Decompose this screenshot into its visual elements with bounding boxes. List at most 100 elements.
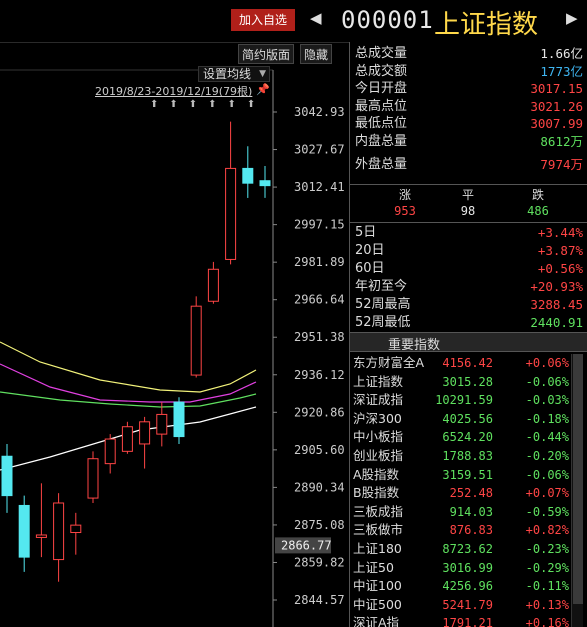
stat-row: 今日开盘 3017.15 xyxy=(355,80,583,98)
index-name: 三板做市 xyxy=(353,522,404,538)
index-price: 10291.59 xyxy=(435,393,493,408)
period-value: +0.56% xyxy=(537,261,583,276)
candle-body xyxy=(35,534,47,538)
top-bar: 加入自选 ◀ 000001 上证指数 ▶ xyxy=(0,0,587,42)
index-row[interactable]: A股指数 3159.51 -0.06% xyxy=(353,466,569,485)
candle-body xyxy=(173,401,185,438)
index-row[interactable]: 深证成指 10291.59 -0.03% xyxy=(353,391,569,410)
index-price: 876.83 xyxy=(449,523,493,538)
index-row[interactable]: 上证50 3016.99 -0.29% xyxy=(353,559,569,578)
index-row[interactable]: 中证100 4256.96 -0.11% xyxy=(353,577,569,596)
price-tick-label: 2966.64 xyxy=(294,293,345,307)
index-row[interactable]: 深证A指 1791.21 +0.16% xyxy=(353,614,569,627)
index-price: 8723.62 xyxy=(442,542,493,556)
index-name: 沪深300 xyxy=(353,410,402,426)
index-row[interactable]: B股指数 252.48 +0.07% xyxy=(353,484,569,503)
stat-label: 总成交额 xyxy=(355,63,408,79)
period-row: 20日 +3.87% xyxy=(355,242,583,260)
index-change: -0.06% xyxy=(525,374,569,389)
index-price: 5241.79 xyxy=(442,597,493,612)
index-change: +0.06% xyxy=(525,356,569,370)
index-row[interactable]: 创业板指 1788.83 -0.20% xyxy=(353,447,569,466)
next-stock-icon[interactable]: ▶ xyxy=(566,9,578,27)
period-label: 年初至今 xyxy=(355,279,408,294)
advance-header: 涨 xyxy=(398,188,411,202)
index-name: 上证指数 xyxy=(353,373,404,389)
index-price: 3159.51 xyxy=(442,467,493,482)
index-row[interactable]: 三板成指 914.03 -0.59% xyxy=(353,503,569,522)
kline-chart-area[interactable]: 3042.93 3027.67 3012.41 2997.15 2981.89 2966.… xyxy=(0,42,349,627)
index-row[interactable]: 中证500 5241.79 +0.13% xyxy=(353,596,569,615)
indices-header[interactable]: 重要指数 xyxy=(350,332,587,353)
index-row[interactable]: 三板做市 876.83 +0.82% xyxy=(353,521,569,540)
index-change: -0.59% xyxy=(525,504,569,519)
indices-title: 重要指数 xyxy=(388,338,441,353)
ma-line-20 xyxy=(0,363,257,403)
period-row: 52周最高 3288.45 xyxy=(355,296,583,314)
ma-line-10 xyxy=(0,341,257,393)
index-name: 上证180 xyxy=(353,541,402,556)
index-name: 中证100 xyxy=(353,578,402,594)
stat-value: 8612万 xyxy=(540,133,583,149)
index-name: 三板成指 xyxy=(353,503,404,519)
index-row[interactable]: 中小板指 6524.20 -0.44% xyxy=(353,428,569,447)
index-name: 中证500 xyxy=(353,596,402,612)
period-row: 52周最低 2440.91 xyxy=(355,314,583,332)
quote-panel: 总成交量 1.66亿 总成交额 1773亿 今日开盘 3017.15 最高点位 3021.26… xyxy=(349,42,587,627)
divider xyxy=(350,184,587,185)
index-price: 6524.20 xyxy=(442,430,493,445)
ma-setting-dropdown[interactable]: 设置均线 ▼ xyxy=(198,66,270,82)
current-price-label: 2866.77 xyxy=(281,538,332,552)
stock-name: 上证指数 xyxy=(434,10,539,40)
stat-row: 内盘总量 8612万 xyxy=(355,133,583,151)
index-change: -0.03% xyxy=(525,393,569,408)
stat-value: 3021.26 xyxy=(530,98,583,114)
hide-button[interactable]: 隐藏 xyxy=(300,44,333,64)
date-range-label[interactable]: 2019/8/23-2019/12/19(79根) xyxy=(95,85,253,98)
kline-chart[interactable]: 3042.93 3027.67 3012.41 2997.15 2981.89 2966.… xyxy=(0,42,349,627)
pin-icon[interactable]: 📌 xyxy=(256,83,270,96)
index-price: 4256.96 xyxy=(442,579,493,594)
add-to-watchlist-button[interactable]: 加入自选 xyxy=(231,9,295,31)
index-name: 中小板指 xyxy=(353,429,404,445)
divider xyxy=(350,222,587,223)
index-row[interactable]: 上证180 8723.62 -0.23% xyxy=(353,540,569,559)
stat-row: 最高点位 3021.26 xyxy=(355,98,583,116)
candle-body xyxy=(259,180,271,187)
previous-stock-icon[interactable]: ◀ xyxy=(310,9,322,27)
stat-value: 1773亿 xyxy=(540,63,583,79)
stat-row: 总成交额 1773亿 xyxy=(355,63,583,81)
index-name: B股指数 xyxy=(353,485,400,501)
period-row: 5日 +3.44% xyxy=(355,224,583,242)
simple-layout-button[interactable]: 简约版面 xyxy=(238,44,295,64)
period-row: 60日 +0.56% xyxy=(355,260,583,278)
price-tick-label: 2905.60 xyxy=(294,443,345,457)
index-change: -0.11% xyxy=(525,579,569,594)
index-row[interactable]: 上证指数 3015.28 -0.06% xyxy=(353,373,569,392)
current-price-box xyxy=(275,537,331,554)
price-tick-label: 2920.86 xyxy=(294,405,345,419)
decline-header: 跌 xyxy=(531,188,544,202)
index-change: -0.20% xyxy=(525,449,569,463)
price-tick-label: 3042.93 xyxy=(294,105,345,119)
stat-value: 1.66亿 xyxy=(540,46,583,61)
index-row[interactable]: 沪深300 4025.56 -0.18% xyxy=(353,410,569,429)
candle-body xyxy=(1,455,13,497)
scrollbar-thumb[interactable] xyxy=(573,354,583,604)
price-tick-label: 2936.12 xyxy=(294,368,345,382)
price-tick-label: 3012.41 xyxy=(294,180,345,194)
candle-body xyxy=(207,268,219,302)
index-row[interactable]: 东方财富全A 4156.42 +0.06% xyxy=(353,354,569,373)
stat-label: 最低点位 xyxy=(355,116,408,131)
candle-body xyxy=(139,421,151,445)
price-tick-label: 2997.15 xyxy=(294,218,345,232)
flat-count: 98 xyxy=(460,204,476,218)
index-price: 4156.42 xyxy=(442,356,493,370)
index-change: +0.13% xyxy=(525,597,569,612)
candle-body xyxy=(225,167,237,260)
index-price: 252.48 xyxy=(449,486,493,501)
candle-body xyxy=(242,167,254,184)
stat-value: 3007.99 xyxy=(530,116,583,131)
decline-count: 486 xyxy=(527,204,549,218)
indices-scrollbar[interactable] xyxy=(571,354,583,627)
